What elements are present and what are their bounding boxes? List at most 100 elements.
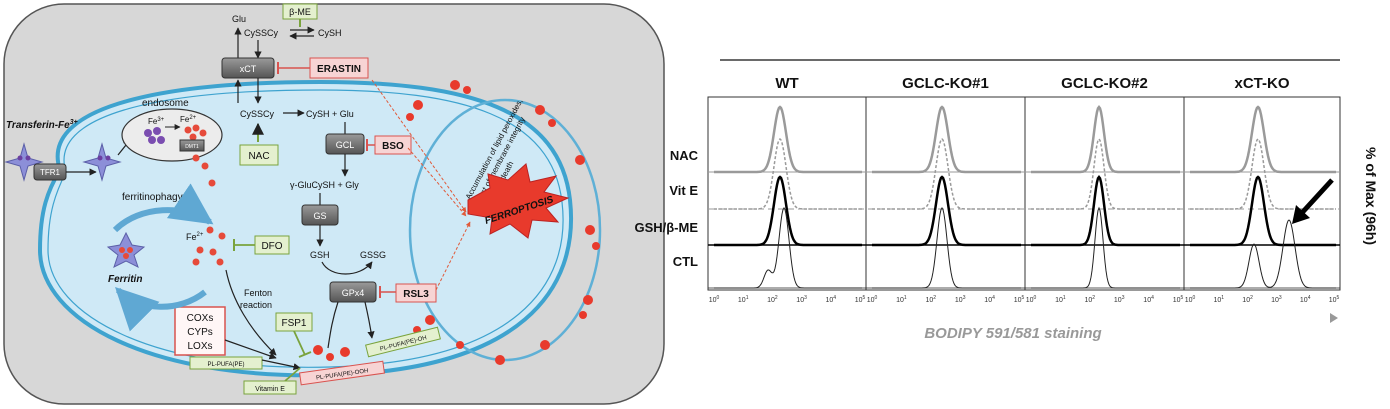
highlight-arrow-icon (1292, 205, 1310, 224)
gsh-label: GSH (310, 250, 330, 260)
tick-label: 104 (984, 295, 995, 304)
lox-label: LOXs (187, 341, 212, 352)
row-labels: NAC Vit E GSH/β-ME CTL (634, 148, 698, 269)
endosome-icon (121, 108, 223, 162)
histogram-ctl-4 (1190, 219, 1336, 289)
tick-label: 105 (1329, 295, 1340, 304)
column-header-3: GCLC-KO#2 (1061, 75, 1148, 92)
peroxidation-arrow (261, 359, 301, 371)
pl-pufa-ooh-box (299, 360, 385, 386)
tick-label: 100 (1185, 295, 1196, 304)
dmt1-box (179, 139, 205, 152)
endosome-label: endosome (142, 98, 189, 109)
fenton-arrow (225, 269, 277, 356)
histogram-ctl-3 (1031, 206, 1180, 289)
column-headers: WT GCLC-KO#1 GCLC-KO#2 xCT-KO (775, 75, 1289, 92)
nac-label: NAC (248, 151, 269, 162)
erastin-ferroptosis-link (371, 79, 467, 213)
tick-label: 104 (826, 295, 837, 304)
tick-label: 105 (855, 295, 866, 304)
column-header-4: xCT-KO (1234, 75, 1289, 92)
ferroptosis-burst-icon (467, 163, 570, 239)
x-axis-ticks: 100 101 102 103 104 105 100 101 102 103 104 105 100 1… (709, 295, 1340, 304)
fsp1-inhibition (293, 330, 306, 356)
histogram-nac-1 (714, 105, 862, 174)
tick-label: 101 (1214, 295, 1225, 304)
gpx4-box (329, 281, 377, 303)
cell-membrane-inner (47, 89, 564, 368)
ferritin-icon (106, 231, 146, 268)
gamma-label: γ-GluCySH + Gly (290, 180, 359, 190)
gcl-label: GCL (336, 140, 355, 150)
tick-label: 103 (796, 295, 807, 304)
fe2-endosome-label: Fe2+ (180, 115, 197, 124)
histogram-gsh-4 (1190, 175, 1336, 247)
xct-box (221, 57, 275, 79)
oxidase-arrow (224, 339, 277, 360)
nac-box (239, 144, 279, 166)
enzyme-oxidases-box (174, 306, 226, 356)
fenton-label-2: reaction (240, 300, 272, 310)
gpx4-label: GPx4 (342, 288, 365, 298)
histogram-gsh-3 (1031, 174, 1180, 247)
tick-label: 102 (926, 295, 937, 304)
tick-label: 101 (1055, 295, 1066, 304)
x-axis-arrow-icon (1330, 313, 1338, 323)
transferrin-label: Transferin-Fe3+ (6, 119, 78, 131)
tick-label: 103 (955, 295, 966, 304)
histogram-grid (707, 96, 1341, 291)
cysh-out-label: CySH (318, 28, 342, 38)
tick-label: 102 (1242, 295, 1253, 304)
row-label-4: CTL (673, 254, 698, 269)
fe2-label: Fe2+ (186, 232, 204, 242)
dfo-label: DFO (261, 241, 282, 252)
cox-label: COXs (187, 313, 214, 324)
gpx4-left-arc (327, 301, 339, 349)
plot-frame (707, 96, 1341, 291)
row-label-3: GSH/β-ME (634, 220, 698, 235)
fe3-label: Fe3+ (148, 117, 165, 126)
tick-label: 104 (1300, 295, 1311, 304)
histogram-curves (714, 104, 1336, 289)
highlight-arrow-shaft (1298, 178, 1334, 217)
ferritin-storage-arrow (115, 287, 207, 332)
histogram-gsh-2 (872, 175, 1021, 247)
fe2-pool-ions (192, 226, 226, 266)
tick-label: 101 (738, 295, 749, 304)
ferritinophagy-label: ferritinophagy (122, 192, 183, 203)
tick-label: 103 (1114, 295, 1125, 304)
xct-label: xCT (240, 64, 257, 74)
pl-pufa-oh-box (365, 326, 441, 358)
tick-label: 100 (1026, 295, 1037, 304)
cyp-label: CYPs (187, 327, 213, 338)
rsl3-label: RSL3 (403, 289, 429, 300)
fenton-label-1: Fenton (244, 288, 272, 298)
histogram-vite-3 (1031, 137, 1180, 210)
pathway-diagram: Glu CySSCy CySH β-ME xCT ERASTIN CySSCy … (3, 3, 665, 405)
fe3-ions (144, 127, 165, 144)
tick-label: 100 (867, 295, 878, 304)
tick-label: 101 (896, 295, 907, 304)
histogram-ctl-1 (714, 207, 862, 289)
cyssy-out-label: CySSCy (244, 28, 279, 38)
histogram-nac-2 (872, 105, 1021, 174)
histogram-vite-4 (1190, 137, 1336, 210)
ferritinophagy-arrow (112, 183, 214, 233)
tick-label: 104 (1143, 295, 1154, 304)
y-axis-title: % of Max (96h) (1363, 147, 1379, 245)
cysh-glu-label: CySH + Glu (306, 109, 354, 119)
flow-cytometry-panel: WT GCLC-KO#1 GCLC-KO#2 xCT-KO NAC Vit E GSH/β… (634, 59, 1379, 342)
dmt1-label: DMT1 (185, 144, 199, 150)
tick-label: 105 (1014, 295, 1025, 304)
tfr1-label: TFR1 (40, 168, 61, 177)
gsh-oxidation-arrow (321, 261, 373, 275)
histogram-gsh-1 (714, 175, 862, 247)
fsp1-label: FSP1 (281, 318, 306, 329)
column-header-1: WT (775, 75, 798, 92)
x-axis-title: BODIPY 591/581 staining (924, 325, 1101, 342)
tick-label: 102 (767, 295, 778, 304)
fe2-endosome-ions (184, 124, 207, 141)
released-fe2-ions (192, 154, 216, 187)
tick-label: 103 (1271, 295, 1282, 304)
